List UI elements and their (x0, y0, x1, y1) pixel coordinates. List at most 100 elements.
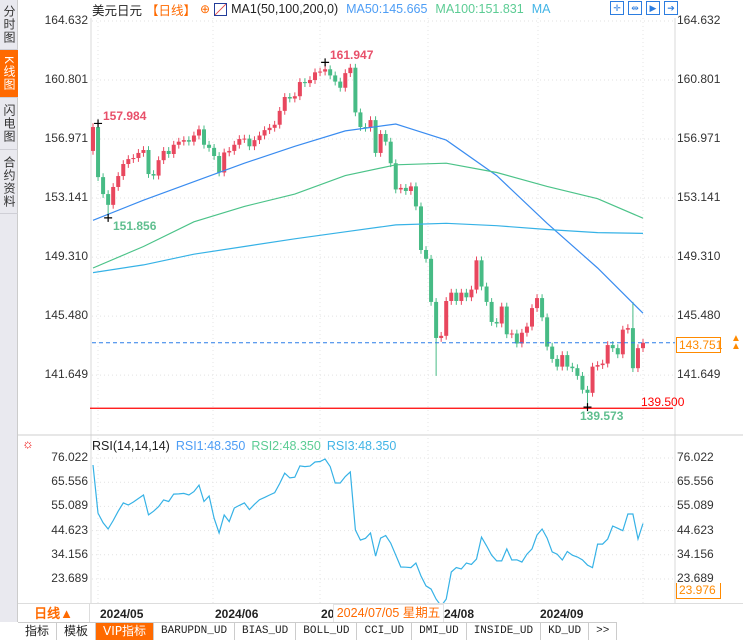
tab-cci[interactable]: CCI_UD (357, 623, 413, 640)
play-step-icon[interactable]: ▶ (646, 1, 660, 15)
low-marker-bottom: 139.573 (580, 409, 624, 423)
candle-body (323, 69, 328, 72)
price-tick-left: 149.310 (44, 249, 88, 264)
candle-body (242, 138, 247, 140)
price-tick-right: 156.971 (677, 131, 721, 146)
zoom-range-icon[interactable]: ⇹ (628, 1, 642, 15)
time-axis: 日线▲ 2024/05 2024/06 202 24/08 2024/09 20… (18, 603, 743, 623)
candle-body (575, 368, 580, 376)
candle-body (434, 301, 439, 338)
candle-body (318, 71, 323, 73)
candle-body (156, 160, 161, 176)
rsi-tick-right: 76.022 (677, 450, 714, 464)
candle-body (191, 135, 196, 142)
candle-body (373, 120, 378, 153)
exit-icon[interactable]: ➔ (664, 1, 678, 15)
period-selector[interactable]: 日线▲ (18, 604, 90, 623)
price-tick-left: 156.971 (44, 131, 88, 146)
tab-kd[interactable]: KD_UD (541, 623, 590, 640)
candle-body (610, 345, 615, 349)
sidebar-item-kline[interactable]: K线图 (0, 50, 18, 98)
candle-body (313, 72, 318, 81)
candle-body (408, 186, 413, 191)
candle-body (418, 206, 423, 250)
candle-body (560, 355, 565, 367)
candle-body (343, 73, 348, 88)
tab-vip-indicators[interactable]: VIP指标 (96, 623, 155, 640)
tab-boll[interactable]: BOLL_UD (296, 623, 358, 640)
rsi-name: RSI(14,14,14) (92, 439, 170, 453)
candle-body (186, 140, 191, 142)
candle-body (368, 120, 373, 128)
candle-body (545, 317, 550, 347)
candle-body (222, 152, 227, 173)
candle-body (307, 80, 312, 84)
crosshair-date-tooltip: 2024/07/05 星期五 (333, 604, 444, 623)
candle-body (565, 355, 570, 367)
period-label[interactable]: 【日线】 (146, 3, 197, 18)
sidebar-item-timeshare[interactable]: 分时图 (0, 0, 18, 50)
rsi-tick-right: 65.556 (677, 474, 714, 489)
price-tick-left: 141.649 (44, 367, 88, 382)
candle-body (424, 249, 429, 259)
rsi-current-label: 23.976 (676, 583, 721, 599)
sidebar-item-flash[interactable]: 闪电图 (0, 98, 18, 150)
extreme-marker-icon (583, 403, 592, 412)
double-up-arrow-icon[interactable]: ▲ ▲ (731, 333, 741, 352)
tab-indicators[interactable]: 指标 (18, 623, 58, 640)
tab-inside[interactable]: INSIDE_UD (467, 623, 542, 640)
candle-body (635, 348, 640, 369)
candle-body (585, 389, 590, 393)
ma-chart-icon[interactable] (214, 2, 228, 16)
candle-body (348, 67, 353, 74)
candle-body (111, 186, 116, 205)
rsi-tick-right: 55.089 (677, 498, 714, 513)
rsi-tick-left: 55.089 (51, 498, 88, 513)
rsi-tick-left: 65.556 (51, 474, 88, 489)
candle-body (232, 144, 237, 151)
sun-indicator-icon[interactable]: ☼ (22, 436, 34, 451)
candle-body (590, 366, 595, 393)
rsi-tick-left: 34.156 (51, 546, 88, 561)
support-line-label: 139.500 (641, 395, 685, 409)
last-price-label: 143.751 (676, 337, 722, 353)
candle-body (207, 144, 212, 148)
price-tick-right: 160.801 (677, 72, 721, 87)
candle-body (595, 365, 600, 367)
candle-body (272, 124, 277, 128)
price-tick-right: 164.632 (677, 13, 721, 27)
rsi-tick-left: 23.689 (51, 571, 88, 585)
rsi-tick-right: 34.156 (677, 546, 714, 561)
rsi-tick-left: 76.022 (51, 450, 88, 464)
tab-templates[interactable]: 模板 (57, 623, 97, 640)
candle-body (641, 342, 645, 349)
candle-body (489, 301, 494, 322)
candle-body (398, 187, 403, 190)
candle-body (212, 147, 217, 157)
candle-body (91, 127, 95, 151)
circle-plus-icon[interactable]: ⊕ (200, 2, 211, 16)
tab-barupdn[interactable]: BARUPDN_UD (154, 623, 236, 640)
ma200-value: MA (531, 2, 551, 16)
candle-body (494, 321, 499, 324)
tab-more[interactable]: >> (589, 623, 618, 640)
candle-body (514, 333, 519, 344)
tab-bias[interactable]: BIAS_UD (235, 623, 297, 640)
candle-body (171, 144, 176, 155)
price-tick-right: 141.649 (677, 367, 721, 382)
ma100-value: MA100:151.831 (435, 2, 524, 16)
crosshair-icon[interactable]: ✛ (610, 1, 624, 15)
candle-body (116, 176, 121, 187)
candle-body (106, 194, 111, 205)
candle-body (600, 363, 605, 366)
date-label: 2024/05 (100, 607, 144, 621)
price-tick-right: 153.141 (677, 190, 721, 205)
candle-body (550, 346, 555, 359)
sidebar-item-contract-info[interactable]: 合约资料 (0, 150, 18, 214)
candle-body (176, 141, 181, 145)
tab-dmi[interactable]: DMI_UD (412, 623, 467, 640)
price-tick-right: 145.480 (677, 308, 721, 323)
candle-body (302, 82, 307, 84)
rsi-header: RSI(14,14,14) RSI1:48.350 RSI2:48.350 RS… (92, 439, 396, 453)
